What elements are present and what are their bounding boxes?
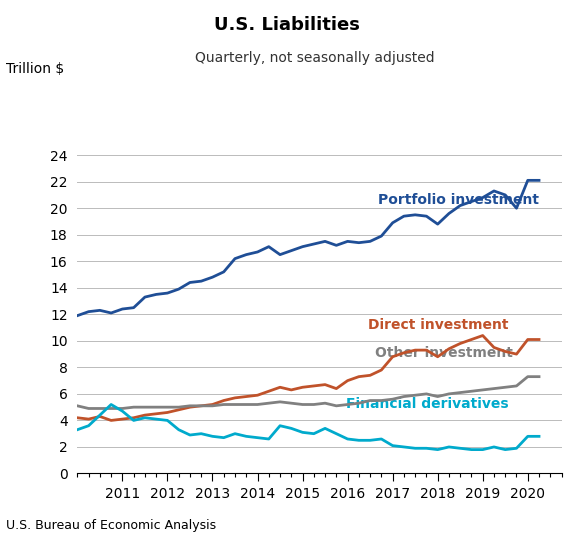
Text: Direct investment: Direct investment [368, 318, 508, 332]
Text: Portfolio investment: Portfolio investment [378, 194, 539, 208]
Text: U.S. Liabilities: U.S. Liabilities [214, 16, 359, 34]
Text: Financial derivatives: Financial derivatives [346, 397, 509, 411]
Text: U.S. Bureau of Economic Analysis: U.S. Bureau of Economic Analysis [6, 519, 216, 532]
Text: Quarterly, not seasonally adjusted: Quarterly, not seasonally adjusted [195, 51, 435, 65]
Text: Other investment: Other investment [375, 346, 513, 360]
Text: Trillion $: Trillion $ [6, 62, 64, 75]
